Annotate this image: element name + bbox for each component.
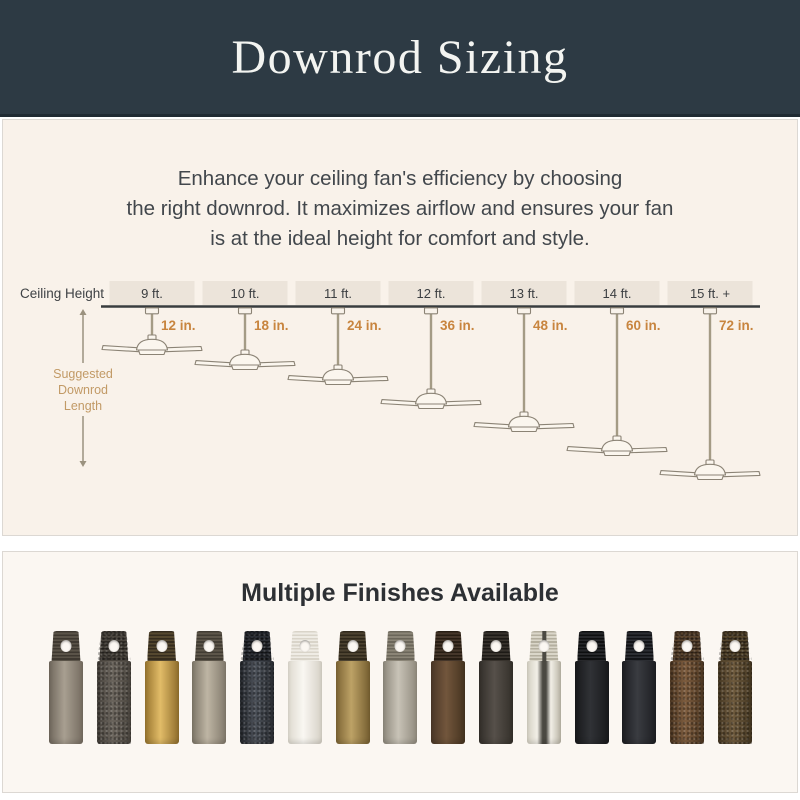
ceiling-height-box <box>202 281 288 305</box>
downrod-swatch-satin-black <box>622 631 657 744</box>
rod-body <box>240 661 275 744</box>
rod-pin-hole <box>299 640 311 652</box>
downrod-swatch-matte-white <box>287 631 322 744</box>
rod-pin-hole <box>60 640 72 652</box>
downrod-swatch-graphite <box>96 631 131 744</box>
downrod-swatch-antique-pewter <box>192 631 227 744</box>
downrod-swatch-matte-black <box>574 631 609 744</box>
ceiling-height-box <box>109 281 195 305</box>
rod-pin-hole <box>633 640 645 652</box>
rod-pin-hole <box>490 640 502 652</box>
downrod-swatch-weathered-copper <box>670 631 705 744</box>
ceiling-fan-illustration <box>194 349 296 371</box>
rod-body <box>96 661 131 744</box>
rod-pin-hole <box>108 640 120 652</box>
ceiling-bracket <box>423 307 439 315</box>
rod-body <box>574 661 609 744</box>
intro-text: Enhance your ceiling fan's efficiency by… <box>126 167 674 250</box>
downrod-length-label: 72 in. <box>719 318 754 333</box>
downrod-length-label: 48 in. <box>533 318 568 333</box>
ceiling-height-value: 13 ft. <box>510 286 539 301</box>
svg-text:Downrod: Downrod <box>58 383 108 397</box>
rod-pin-hole <box>203 640 215 652</box>
downrod-length-label: 18 in. <box>254 318 289 333</box>
rod-pin-hole <box>681 640 693 652</box>
ceiling-bracket <box>144 307 160 315</box>
ceiling-fan-illustration <box>473 411 575 433</box>
svg-text:Length: Length <box>64 399 102 413</box>
ceiling-height-value: 10 ft. <box>231 286 260 301</box>
rod-body <box>526 661 561 744</box>
ceiling-height-value: 14 ft. <box>603 286 632 301</box>
ceiling-fan-illustration <box>380 388 482 410</box>
finishes-panel: Multiple Finishes Available <box>2 551 798 793</box>
rod-pin-hole <box>442 640 454 652</box>
downrod-swatch-brass <box>144 631 179 744</box>
arrow-up-icon <box>79 309 87 315</box>
rod-pin-hole <box>156 640 168 652</box>
svg-text:Suggested: Suggested <box>53 367 113 381</box>
ceiling-height-value: 15 ft. + <box>690 286 730 301</box>
ceiling-height-value: 11 ft. <box>324 286 352 301</box>
downrod-swatch-polished-nickel <box>526 631 561 744</box>
rod-pin-hole <box>538 640 550 652</box>
header-banner: Downrod Sizing <box>0 0 800 117</box>
downrod-length-label: 24 in. <box>347 318 382 333</box>
finish-swatches-row <box>3 631 797 744</box>
ceiling-fan-illustration <box>101 334 203 356</box>
ceiling-height-box <box>667 281 753 305</box>
downrod-swatch-aged-bronze <box>717 631 752 744</box>
rod-pin-hole <box>347 640 359 652</box>
ceiling-bracket <box>702 307 718 315</box>
ceiling-bracket <box>516 307 532 315</box>
sizing-panel: Enhance your ceiling fan's efficiency by… <box>2 119 798 536</box>
ceiling-fan-illustration <box>659 459 761 481</box>
downrod-length-label: 12 in. <box>161 318 196 333</box>
suggested-downrod-length-label: Suggested Downrod Length <box>53 367 113 413</box>
ceiling-height-value: 9 ft. <box>141 286 163 301</box>
rod-body <box>192 661 227 744</box>
ceiling-bracket <box>609 307 625 315</box>
ceiling-height-box <box>574 281 660 305</box>
rod-body <box>144 661 179 744</box>
sizing-diagram-svg: Ceiling Height Suggested Downrod Length … <box>20 281 761 481</box>
ceiling-height-axis-label: Ceiling Height <box>20 286 104 301</box>
rod-body <box>670 661 705 744</box>
ceiling-height-box <box>481 281 567 305</box>
downrod-swatch-oil-rubbed-bronze <box>431 631 466 744</box>
ceiling-height-box <box>388 281 474 305</box>
rod-body <box>622 661 657 744</box>
ceiling-height-value: 12 ft. <box>417 286 446 301</box>
page-title: Downrod Sizing <box>231 30 569 84</box>
downrod-swatch-midnight <box>240 631 275 744</box>
rod-pin-hole <box>394 640 406 652</box>
ceiling-fan-illustration <box>566 435 668 457</box>
ceiling-bracket <box>237 307 253 315</box>
rod-body <box>383 661 418 744</box>
downrod-swatch-aged-brass <box>335 631 370 744</box>
ceiling-height-box <box>295 281 381 305</box>
rod-body <box>717 661 752 744</box>
rod-body <box>335 661 370 744</box>
rod-pin-hole <box>586 640 598 652</box>
rod-body <box>287 661 322 744</box>
downrod-sizing-diagram: Ceiling Height Suggested Downrod Length … <box>3 268 797 538</box>
downrod-length-label: 36 in. <box>440 318 475 333</box>
rod-pin-hole <box>251 640 263 652</box>
rod-body <box>49 661 83 744</box>
rod-body <box>431 661 466 744</box>
downrod-swatch-espresso <box>479 631 514 744</box>
ceiling-bracket <box>330 307 346 315</box>
ceiling-fan-illustration <box>287 364 389 386</box>
arrow-down-icon <box>79 461 87 467</box>
downrod-swatch-brushed-pewter <box>49 631 83 744</box>
rod-body <box>479 661 514 744</box>
downrod-length-label: 60 in. <box>626 318 661 333</box>
downrod-swatch-brushed-nickel <box>383 631 418 744</box>
rod-pin-hole <box>729 640 741 652</box>
finishes-title: Multiple Finishes Available <box>241 579 559 607</box>
